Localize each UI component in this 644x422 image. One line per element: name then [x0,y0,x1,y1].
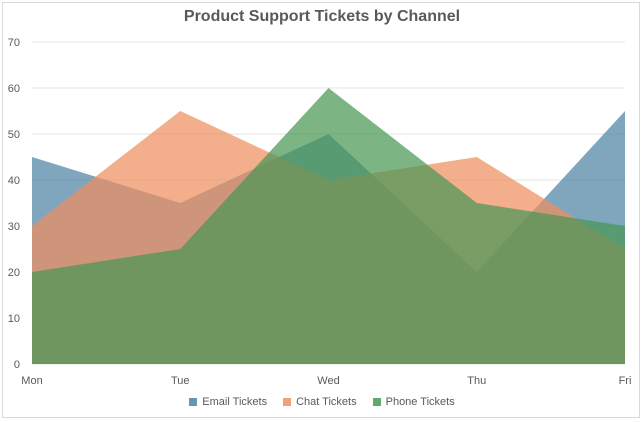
y-tick-label: 20 [8,267,20,279]
legend-label: Email Tickets [202,396,268,408]
y-tick-label: 0 [14,359,20,371]
legend-swatch [189,398,198,406]
legend-item: Chat Tickets [283,396,357,408]
y-tick-label: 40 [8,175,20,187]
chart-legend: Email Tickets Chat Tickets Phone Tickets [0,396,644,408]
x-tick-label: Mon [21,375,42,387]
legend-label: Chat Tickets [296,396,357,408]
y-tick-label: 50 [8,129,20,141]
legend-item: Email Tickets [189,396,267,408]
y-tick-label: 30 [8,221,20,233]
x-tick-label: Thu [467,375,486,387]
area-series-phone-tickets [32,88,625,364]
legend-label: Phone Tickets [385,396,455,408]
x-tick-label: Wed [317,375,339,387]
x-tick-label: Tue [171,375,190,387]
y-tick-label: 70 [8,37,20,49]
y-tick-label: 10 [8,313,20,325]
chart-title: Product Support Tickets by Channel [183,8,461,25]
legend-item: Phone Tickets [372,396,455,408]
y-tick-label: 60 [8,83,20,95]
legend-swatch [372,398,381,406]
x-tick-label: Fri [619,375,632,387]
legend-swatch [283,398,292,406]
